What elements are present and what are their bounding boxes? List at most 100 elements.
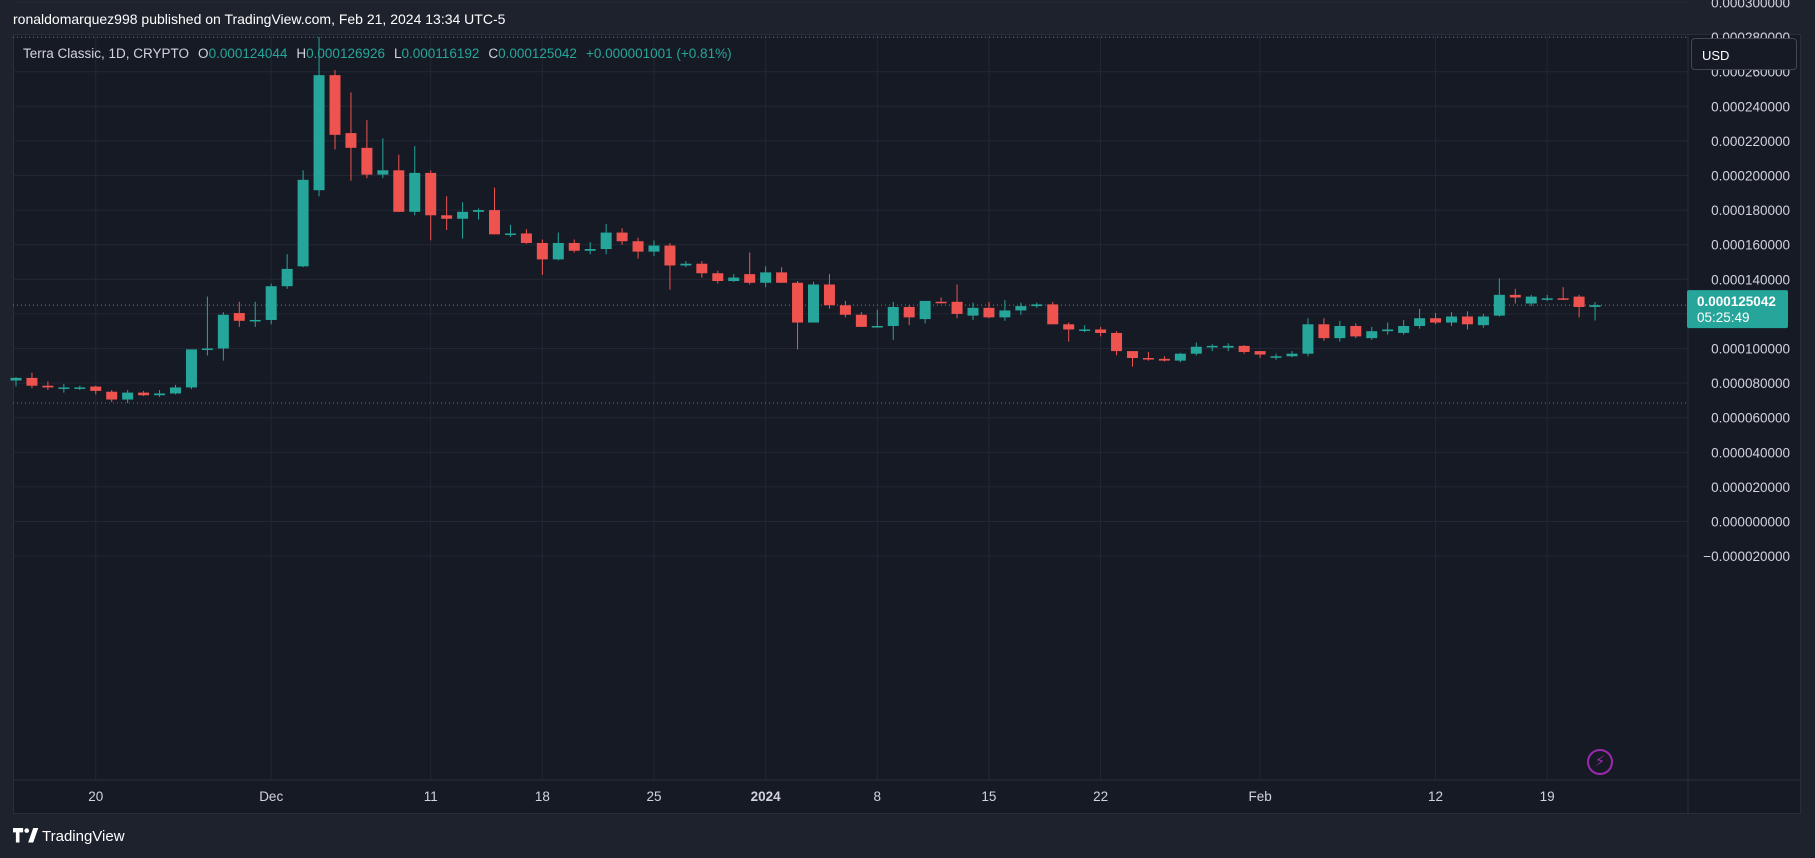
candle[interactable] (58, 383, 70, 393)
currency-button[interactable]: USD (1691, 38, 1797, 70)
candle[interactable] (441, 196, 453, 230)
candle[interactable] (393, 154, 405, 212)
legend-symbol[interactable]: Terra Classic, 1D, CRYPTO (23, 46, 190, 61)
candle[interactable] (90, 385, 102, 395)
candle[interactable] (1414, 308, 1426, 329)
candle[interactable] (1493, 278, 1505, 317)
candle[interactable] (951, 284, 963, 319)
candle[interactable] (1222, 343, 1234, 352)
candle[interactable] (1127, 351, 1138, 367)
candle[interactable] (1318, 318, 1330, 341)
candle[interactable] (154, 390, 166, 397)
candle[interactable] (1366, 326, 1378, 340)
candle[interactable] (1063, 322, 1075, 342)
candle[interactable] (935, 297, 947, 304)
candle[interactable] (1142, 351, 1154, 361)
candle[interactable] (425, 170, 437, 241)
candle[interactable] (1286, 351, 1298, 358)
candle[interactable] (887, 301, 899, 340)
candle[interactable] (170, 384, 181, 395)
candle[interactable] (489, 187, 500, 235)
candle[interactable] (233, 301, 245, 327)
candle[interactable] (1477, 313, 1489, 328)
candle[interactable] (1302, 318, 1314, 357)
candle[interactable] (1557, 287, 1569, 301)
candle[interactable] (297, 170, 309, 268)
candle[interactable] (313, 37, 325, 197)
candle[interactable] (1079, 325, 1091, 333)
candle[interactable] (1111, 331, 1123, 356)
candle[interactable] (839, 300, 851, 318)
candle[interactable] (10, 377, 22, 387)
candle[interactable] (1446, 312, 1457, 327)
candle[interactable] (106, 390, 118, 403)
candle[interactable] (1174, 352, 1186, 363)
tradingview-brand[interactable]: TradingView (13, 826, 125, 846)
candle[interactable] (1015, 302, 1027, 315)
candle[interactable] (42, 381, 54, 391)
candle[interactable] (600, 223, 612, 255)
candle[interactable] (919, 300, 931, 324)
candle[interactable] (1254, 351, 1266, 359)
candle[interactable] (999, 300, 1011, 321)
candle[interactable] (504, 224, 516, 237)
candle[interactable] (1573, 294, 1585, 318)
candle[interactable] (1382, 322, 1394, 335)
candle[interactable] (808, 281, 819, 323)
candle[interactable] (728, 274, 740, 282)
candle[interactable] (1270, 353, 1282, 360)
candle[interactable] (1589, 301, 1601, 321)
candle[interactable] (871, 309, 883, 328)
candle[interactable] (281, 254, 293, 289)
candle[interactable] (792, 281, 804, 350)
candle[interactable] (1350, 323, 1362, 339)
candle[interactable] (1238, 345, 1250, 354)
candle[interactable] (1047, 301, 1059, 325)
candle[interactable] (217, 312, 229, 361)
candle[interactable] (1334, 320, 1346, 342)
candle[interactable] (616, 228, 628, 245)
candle[interactable] (983, 301, 995, 319)
candle[interactable] (265, 283, 277, 325)
candle[interactable] (1031, 302, 1043, 308)
candle[interactable] (1190, 342, 1202, 356)
candle[interactable] (744, 252, 756, 285)
candle[interactable] (520, 229, 532, 244)
candle[interactable] (632, 237, 644, 259)
candle[interactable] (568, 239, 580, 253)
candle[interactable] (185, 349, 197, 390)
candles[interactable] (10, 37, 1601, 403)
candle[interactable] (74, 385, 86, 391)
candle[interactable] (584, 242, 596, 255)
candle[interactable] (536, 239, 548, 275)
chart-pane[interactable] (13, 34, 1801, 814)
candle[interactable] (345, 92, 357, 181)
candle[interactable] (823, 274, 835, 309)
candle[interactable] (457, 202, 469, 239)
candle[interactable] (903, 305, 915, 326)
candle[interactable] (409, 146, 421, 216)
candle[interactable] (329, 69, 341, 150)
candle[interactable] (249, 301, 261, 327)
candle[interactable] (26, 372, 38, 389)
candle[interactable] (1509, 288, 1521, 304)
candle[interactable] (712, 270, 724, 284)
candle[interactable] (1158, 356, 1170, 362)
candle[interactable] (377, 138, 389, 179)
candle[interactable] (1541, 294, 1553, 301)
candle[interactable] (552, 232, 564, 261)
candle[interactable] (967, 302, 979, 320)
candle[interactable] (696, 261, 708, 278)
candle[interactable] (1206, 344, 1218, 352)
candle[interactable] (1461, 311, 1473, 330)
candle[interactable] (473, 208, 485, 220)
candle[interactable] (855, 312, 867, 327)
candle[interactable] (361, 120, 373, 179)
candle[interactable] (680, 261, 692, 268)
candle[interactable] (138, 390, 150, 397)
candle[interactable] (760, 266, 772, 288)
lightning-alert-icon[interactable]: ⚡ (1587, 749, 1613, 775)
candle[interactable] (201, 296, 213, 356)
candle[interactable] (1430, 313, 1442, 325)
